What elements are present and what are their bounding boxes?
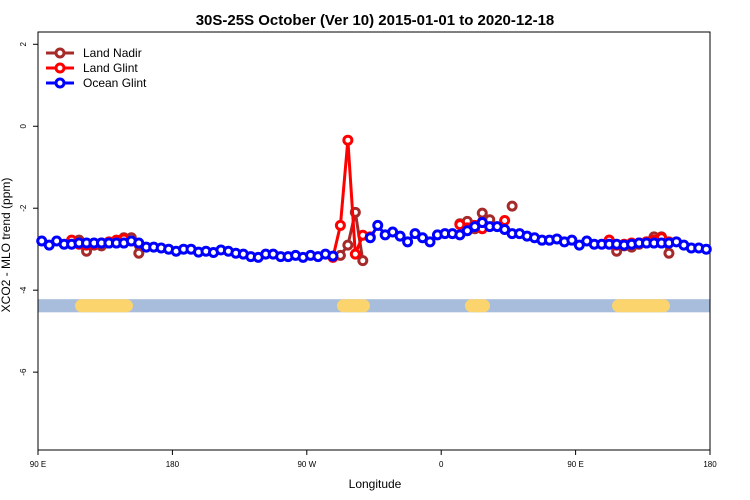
y-tick-label: 0 — [19, 123, 28, 128]
series-point — [566, 234, 578, 246]
land-band — [75, 299, 133, 313]
x-tick-label: 0 — [439, 460, 444, 469]
y-axis-label: XCO2 - MLO trend (ppm) — [0, 178, 13, 313]
x-tick-label: 180 — [703, 460, 717, 469]
series-point — [334, 219, 346, 231]
legend-label: Land Glint — [83, 61, 138, 75]
series-point — [327, 250, 339, 262]
series-point — [476, 207, 488, 219]
land-band — [612, 299, 670, 313]
ocean-band — [38, 299, 710, 313]
series-point — [663, 247, 675, 259]
chart-title: 30S-25S October (Ver 10) 2015-01-01 to 2… — [196, 12, 555, 29]
series-point — [394, 230, 406, 242]
series-point — [402, 236, 414, 248]
series-point — [506, 200, 518, 212]
y-tick-label: -6 — [19, 368, 28, 376]
x-tick-label: 90 E — [30, 460, 46, 469]
series-point — [342, 239, 354, 251]
series-point — [349, 248, 361, 260]
legend-marker — [54, 62, 66, 74]
y-tick-label: 2 — [19, 42, 28, 47]
series-point — [133, 247, 145, 259]
series-point — [342, 134, 354, 146]
legend-label: Ocean Glint — [83, 76, 147, 90]
series-point — [499, 215, 511, 227]
y-tick-label: -4 — [19, 286, 28, 294]
y-tick-label: -2 — [19, 204, 28, 212]
land-band — [464, 299, 491, 313]
land-band — [336, 299, 370, 313]
series-point — [357, 255, 369, 267]
legend-label: Land Nadir — [83, 46, 142, 60]
x-axis-label: Longitude — [349, 477, 402, 491]
series-point — [700, 243, 712, 255]
x-tick-label: 180 — [166, 460, 180, 469]
legend-marker — [54, 77, 66, 89]
x-tick-label: 90 W — [297, 460, 316, 469]
series-point — [364, 232, 376, 244]
series-point — [424, 236, 436, 248]
x-tick-label: 90 E — [567, 460, 583, 469]
series-point — [372, 219, 384, 231]
legend-marker — [54, 47, 66, 59]
